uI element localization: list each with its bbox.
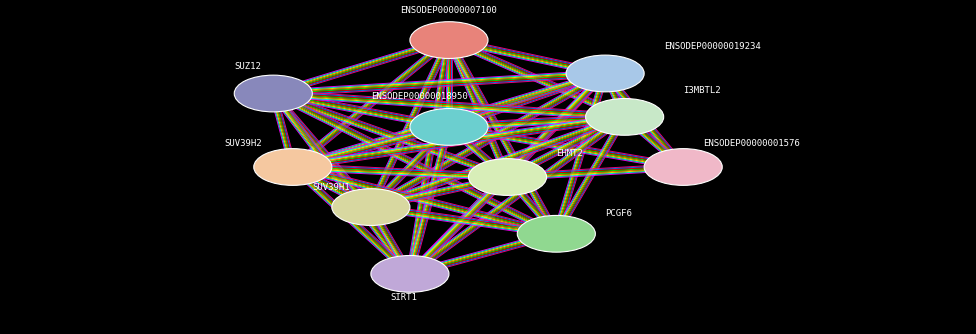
Ellipse shape: [234, 75, 312, 112]
Text: I3MBTL2: I3MBTL2: [683, 86, 721, 95]
Ellipse shape: [410, 109, 488, 145]
Ellipse shape: [468, 159, 547, 195]
Text: ENSODEP00000018950: ENSODEP00000018950: [371, 93, 468, 101]
Ellipse shape: [644, 149, 722, 185]
Text: SUV39H2: SUV39H2: [224, 139, 263, 148]
Ellipse shape: [566, 55, 644, 92]
Ellipse shape: [254, 149, 332, 185]
Ellipse shape: [332, 189, 410, 225]
Text: EHMT2: EHMT2: [556, 149, 584, 158]
Text: SUV39H1: SUV39H1: [312, 183, 350, 191]
Ellipse shape: [517, 215, 595, 252]
Ellipse shape: [371, 256, 449, 292]
Text: SUZ12: SUZ12: [234, 62, 262, 71]
Ellipse shape: [586, 99, 664, 135]
Text: SIRT1: SIRT1: [390, 293, 418, 302]
Ellipse shape: [410, 22, 488, 58]
Text: ENSODEP00000007100: ENSODEP00000007100: [400, 6, 498, 14]
Text: ENSODEP00000001576: ENSODEP00000001576: [703, 139, 799, 148]
Text: ENSODEP00000019234: ENSODEP00000019234: [664, 42, 760, 51]
Text: PCGF6: PCGF6: [605, 209, 632, 218]
